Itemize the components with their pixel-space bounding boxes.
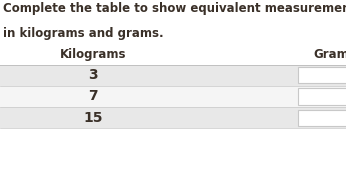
- Text: Kilograms: Kilograms: [60, 48, 127, 61]
- Bar: [0, 45, 346, 65]
- Bar: [0, 86, 346, 107]
- Text: 3: 3: [89, 68, 98, 82]
- Bar: [298, 110, 346, 126]
- Bar: [0, 107, 346, 128]
- Text: in kilograms and grams.: in kilograms and grams.: [3, 27, 164, 40]
- Text: 7: 7: [89, 89, 98, 104]
- Text: 15: 15: [84, 111, 103, 125]
- Bar: [0, 65, 346, 86]
- Bar: [298, 67, 346, 83]
- Text: Complete the table to show equivalent measurements: Complete the table to show equivalent me…: [3, 2, 346, 15]
- Text: Gram: Gram: [314, 48, 346, 61]
- Bar: [298, 88, 346, 105]
